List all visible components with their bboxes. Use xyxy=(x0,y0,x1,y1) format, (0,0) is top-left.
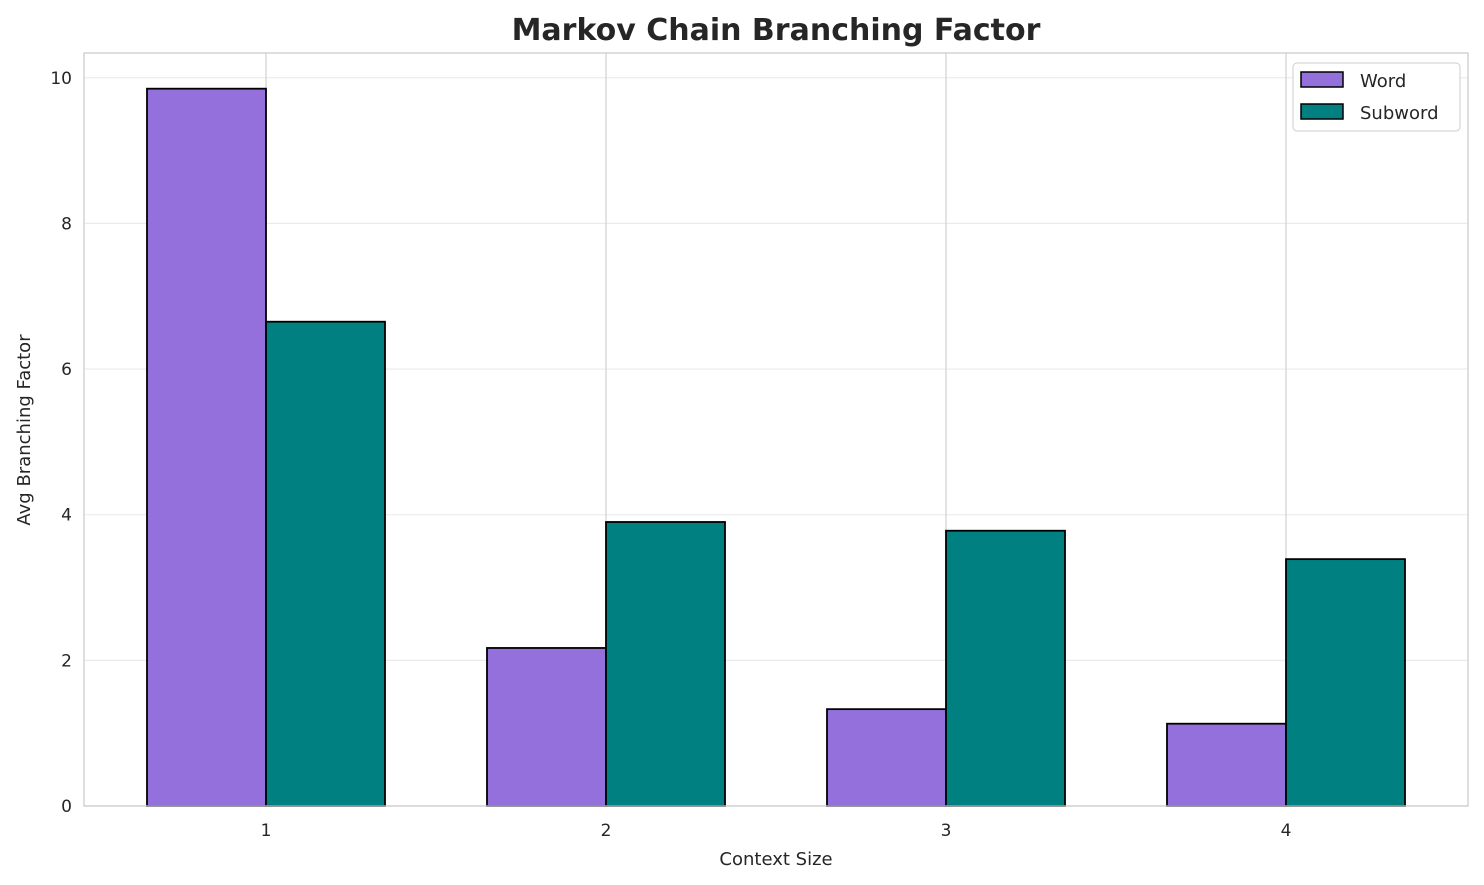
legend-swatch-word xyxy=(1300,71,1344,88)
x-ticks: 1 2 3 4 xyxy=(261,821,1292,841)
bar-word-2 xyxy=(486,647,607,807)
y-axis-label: Avg Branching Factor xyxy=(14,334,35,526)
y-ticks: 0 2 4 6 8 10 xyxy=(50,69,72,817)
y-tick-label: 6 xyxy=(61,360,72,380)
x-tick-label: 2 xyxy=(601,821,612,841)
y-tick-label: 4 xyxy=(61,506,72,526)
legend: Word Subword xyxy=(1292,62,1461,132)
legend-swatch-subword xyxy=(1300,103,1344,120)
plot-frame xyxy=(83,52,1469,807)
x-axis-label: Context Size xyxy=(719,849,832,870)
bar-word-1 xyxy=(146,87,267,807)
x-tick-label: 3 xyxy=(941,821,952,841)
legend-label-subword: Subword xyxy=(1360,103,1439,124)
y-tick-label: 2 xyxy=(61,651,72,671)
y-tick-label: 0 xyxy=(61,797,72,817)
bar-subword-3 xyxy=(945,529,1066,807)
bars xyxy=(146,87,1406,807)
bar-subword-1 xyxy=(265,320,386,807)
chart-title: Markov Chain Branching Factor xyxy=(512,13,1041,48)
bar-subword-2 xyxy=(605,521,726,807)
y-tick-label: 8 xyxy=(61,214,72,234)
bar-word-4 xyxy=(1166,722,1287,807)
legend-label-word: Word xyxy=(1360,71,1406,92)
y-tick-label: 10 xyxy=(50,69,72,89)
bar-word-3 xyxy=(826,708,947,807)
x-tick-label: 1 xyxy=(261,821,272,841)
bar-subword-4 xyxy=(1285,558,1406,807)
x-tick-label: 4 xyxy=(1281,821,1292,841)
